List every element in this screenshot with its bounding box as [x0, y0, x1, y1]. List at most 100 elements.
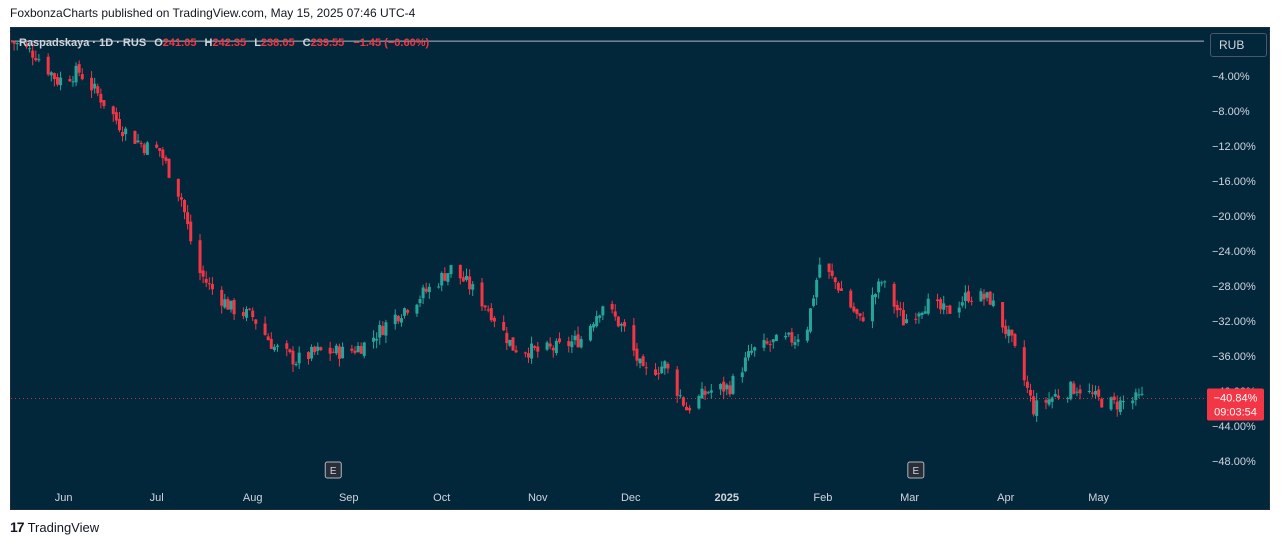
candle-body — [808, 308, 812, 332]
candle-body — [440, 272, 444, 286]
candle-body — [124, 128, 128, 135]
candle-body — [121, 131, 125, 137]
candle-body — [818, 264, 822, 278]
candle-body — [49, 72, 53, 76]
candle-body — [353, 350, 357, 353]
y-tick-label: −24.00% — [1212, 246, 1256, 258]
candle-body — [632, 325, 636, 351]
candle-body — [942, 303, 946, 310]
y-tick-label: −4.00% — [1212, 71, 1250, 83]
candle-body — [337, 346, 341, 359]
chart-canvas[interactable]: 0.00%−4.00%−8.00%−12.00%−16.00%−20.00%−2… — [11, 28, 1270, 510]
candle-body — [480, 282, 484, 307]
candle-body — [1118, 400, 1122, 413]
candle-body — [570, 341, 574, 348]
candle-body — [598, 315, 602, 318]
x-tick-label: Dec — [621, 492, 641, 504]
candle-body — [316, 346, 320, 351]
y-tick-label: −32.00% — [1212, 316, 1256, 328]
x-tick-label: Oct — [433, 492, 450, 504]
candle-body — [294, 364, 298, 366]
candle-body — [232, 299, 236, 315]
candle-body — [762, 340, 766, 348]
candle-body — [638, 358, 642, 364]
brand-name: TradingView — [27, 519, 100, 535]
currency-button[interactable]: RUB — [1210, 33, 1267, 57]
candle-body — [201, 270, 205, 277]
candle-body — [901, 309, 905, 326]
candle-body — [526, 353, 530, 358]
x-tick-label: May — [1088, 492, 1109, 504]
candle-body — [554, 340, 558, 354]
candle-body — [706, 392, 710, 394]
candle-body — [914, 318, 918, 320]
candle-body — [505, 332, 509, 344]
candle-body — [805, 329, 809, 341]
x-tick-label: Sep — [339, 492, 359, 504]
candle-body — [133, 131, 137, 144]
candle-body — [619, 323, 623, 326]
symbol-title[interactable]: Raspadskaya · 1D · RUS — [19, 37, 147, 49]
candle-body — [1007, 329, 1011, 337]
y-tick-label: −16.00% — [1212, 176, 1256, 188]
candle-body — [356, 346, 360, 353]
candle-body — [313, 346, 317, 353]
candle-body — [616, 316, 620, 327]
candle-body — [406, 310, 410, 313]
candle-body — [657, 373, 661, 375]
candle-body — [870, 294, 874, 322]
candle-body — [99, 93, 103, 103]
candle-body — [111, 106, 115, 115]
candle-body — [446, 273, 450, 282]
change-value: −1.45 (−0.60%) — [353, 37, 430, 49]
candle-body — [1050, 397, 1054, 402]
y-tick-label: −28.00% — [1212, 281, 1256, 293]
candle-body — [139, 142, 143, 144]
candle-body — [514, 350, 518, 353]
candle-body — [248, 308, 252, 310]
close-label: C — [302, 37, 311, 49]
candle-body — [576, 334, 580, 348]
candle-body — [675, 369, 679, 396]
candle-body — [623, 322, 627, 327]
candle-body — [970, 300, 974, 302]
candle-body — [471, 284, 475, 290]
candle-body — [771, 339, 775, 343]
y-tick-label: −44.00% — [1212, 421, 1256, 433]
candle-body — [263, 323, 267, 335]
candle-body — [923, 311, 927, 314]
candle-body — [833, 277, 837, 283]
candle-body — [28, 48, 32, 50]
candle-body — [926, 298, 930, 314]
candle-body — [1004, 325, 1008, 335]
candle-body — [437, 286, 441, 288]
candle-body — [852, 306, 856, 312]
candle-body — [685, 406, 689, 411]
high-value: 242.35 — [212, 37, 247, 49]
candle-body — [12, 41, 16, 44]
earnings-marker-icon[interactable] — [907, 461, 925, 479]
candle-body — [167, 158, 171, 178]
candle-body — [74, 65, 78, 83]
candle-body — [765, 341, 769, 344]
candle-body — [458, 264, 462, 279]
candle-body — [883, 281, 887, 283]
candle-body — [1028, 389, 1032, 396]
candle-body — [898, 308, 902, 310]
chart-pane[interactable]: 0.00%−4.00%−8.00%−12.00%−16.00%−20.00%−2… — [10, 27, 1270, 510]
candle-body — [269, 338, 273, 349]
candle-body — [334, 345, 338, 354]
candle-body — [536, 346, 540, 352]
earnings-marker-label: E — [912, 466, 919, 477]
candle-body — [740, 372, 744, 378]
candle-body — [465, 275, 469, 280]
earnings-marker-icon[interactable] — [324, 461, 342, 479]
candle-body — [403, 308, 407, 316]
candle-body — [796, 339, 800, 342]
candle-body — [731, 376, 735, 394]
candle-body — [1115, 401, 1119, 410]
candle-body — [936, 299, 940, 302]
footer-brand[interactable]: 17 TradingView — [10, 519, 99, 535]
candle-body — [508, 339, 512, 346]
candle-body — [319, 347, 323, 351]
